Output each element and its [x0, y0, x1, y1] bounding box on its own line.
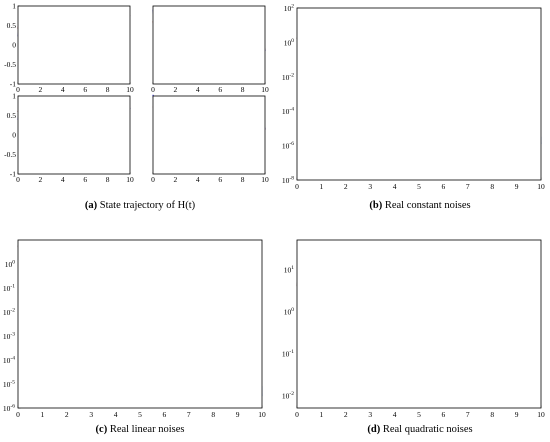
y-tick-label: 10-4 [3, 356, 15, 366]
x-tick-label: 10 [261, 85, 269, 94]
x-tick-label: 0 [16, 85, 20, 94]
caption-d: (d) Real quadratic noises [367, 424, 472, 435]
x-tick-label: 4 [114, 410, 118, 419]
x-tick-label: 8 [241, 85, 245, 94]
subplot-frame [17, 5, 131, 85]
x-tick-label: 8 [211, 410, 215, 419]
y-tick-label: 102 [284, 4, 295, 14]
y-tick-label: -0.5 [4, 150, 16, 159]
x-tick-label: 10 [126, 85, 134, 94]
x-tick-label: 6 [218, 85, 222, 94]
x-tick-label: 4 [61, 175, 65, 184]
x-tick-label: 0 [295, 182, 299, 191]
x-tick-label: 2 [344, 410, 348, 419]
x-tick-label: 5 [138, 410, 142, 419]
y-tick-label: -0.5 [4, 60, 16, 69]
x-tick-label: 5 [417, 182, 421, 191]
y-tick-label: 10-2 [3, 308, 15, 318]
y-tick-label: -1 [10, 80, 16, 89]
x-tick-label: 1 [41, 410, 45, 419]
x-tick-label: 0 [151, 175, 155, 184]
y-tick-label: 1 [12, 2, 16, 11]
x-tick-label: 4 [61, 85, 65, 94]
x-tick-label: 0 [16, 175, 20, 184]
x-tick-label: 1 [320, 182, 324, 191]
x-tick-label: 2 [65, 410, 69, 419]
x-tick-label: 7 [187, 410, 191, 419]
x-tick-label: 1 [320, 410, 324, 419]
x-tick-label: 2 [39, 85, 43, 94]
subplot-frame [152, 95, 266, 175]
y-tick-label: 10-6 [3, 404, 15, 414]
x-tick-label: 9 [236, 410, 240, 419]
x-tick-label: 2 [174, 175, 178, 184]
x-tick-label: 8 [106, 85, 110, 94]
y-tick-label: 1 [12, 92, 16, 101]
x-tick-label: 4 [393, 410, 397, 419]
y-tick-label: 100 [5, 260, 16, 270]
chart-frame [17, 239, 263, 409]
y-tick-label: 10-1 [282, 349, 294, 359]
x-tick-label: 10 [537, 182, 545, 191]
x-tick-label: 10 [126, 175, 134, 184]
y-tick-label: 10-8 [282, 176, 294, 186]
x-tick-label: 10 [258, 410, 266, 419]
x-tick-label: 8 [490, 182, 494, 191]
x-tick-label: 9 [515, 410, 519, 419]
x-tick-label: 0 [151, 85, 155, 94]
caption-b: (b) Real constant noises [369, 200, 470, 211]
subplot-frame [152, 5, 266, 85]
y-tick-label: -1 [10, 170, 16, 179]
y-tick-label: 0 [12, 131, 16, 140]
y-tick-label: 0 [12, 41, 16, 50]
caption-c: (c) Real linear noises [96, 424, 185, 435]
x-tick-label: 7 [466, 410, 470, 419]
x-tick-label: 6 [83, 85, 87, 94]
x-tick-label: 10 [537, 410, 545, 419]
chart-frame [296, 7, 542, 181]
x-tick-label: 8 [106, 175, 110, 184]
x-tick-label: 6 [163, 410, 167, 419]
x-tick-label: 3 [368, 182, 372, 191]
y-tick-label: 0.5 [7, 21, 17, 30]
y-tick-label: 10-2 [282, 391, 294, 401]
x-tick-label: 4 [196, 85, 200, 94]
x-tick-label: 5 [417, 410, 421, 419]
caption-a: (a) State trajectory of H(t) [85, 200, 196, 211]
x-tick-label: 7 [466, 182, 470, 191]
y-tick-label: 10-1 [3, 284, 15, 294]
x-tick-label: 0 [295, 410, 299, 419]
x-tick-label: 6 [83, 175, 87, 184]
y-tick-label: 10-5 [3, 380, 15, 390]
x-tick-label: 10 [261, 175, 269, 184]
x-tick-label: 9 [515, 182, 519, 191]
x-tick-label: 8 [490, 410, 494, 419]
y-tick-label: 101 [284, 265, 295, 275]
y-tick-label: 100 [284, 38, 295, 48]
x-tick-label: 4 [196, 175, 200, 184]
y-tick-label: 10-4 [282, 107, 294, 117]
x-tick-label: 3 [368, 410, 372, 419]
x-tick-label: 6 [442, 182, 446, 191]
y-tick-label: 10-3 [3, 332, 15, 342]
x-tick-label: 2 [174, 85, 178, 94]
x-tick-label: 6 [218, 175, 222, 184]
y-tick-label: 10-2 [282, 72, 294, 82]
x-tick-label: 3 [89, 410, 93, 419]
y-tick-label: 100 [284, 307, 295, 317]
chart-frame [296, 239, 542, 409]
x-tick-label: 4 [393, 182, 397, 191]
y-tick-label: 0.5 [7, 111, 17, 120]
x-tick-label: 6 [442, 410, 446, 419]
y-tick-label: 10-6 [282, 141, 294, 151]
x-tick-label: 0 [16, 410, 20, 419]
x-tick-label: 2 [39, 175, 43, 184]
x-tick-label: 8 [241, 175, 245, 184]
subplot-frame [17, 95, 131, 175]
x-tick-label: 2 [344, 182, 348, 191]
